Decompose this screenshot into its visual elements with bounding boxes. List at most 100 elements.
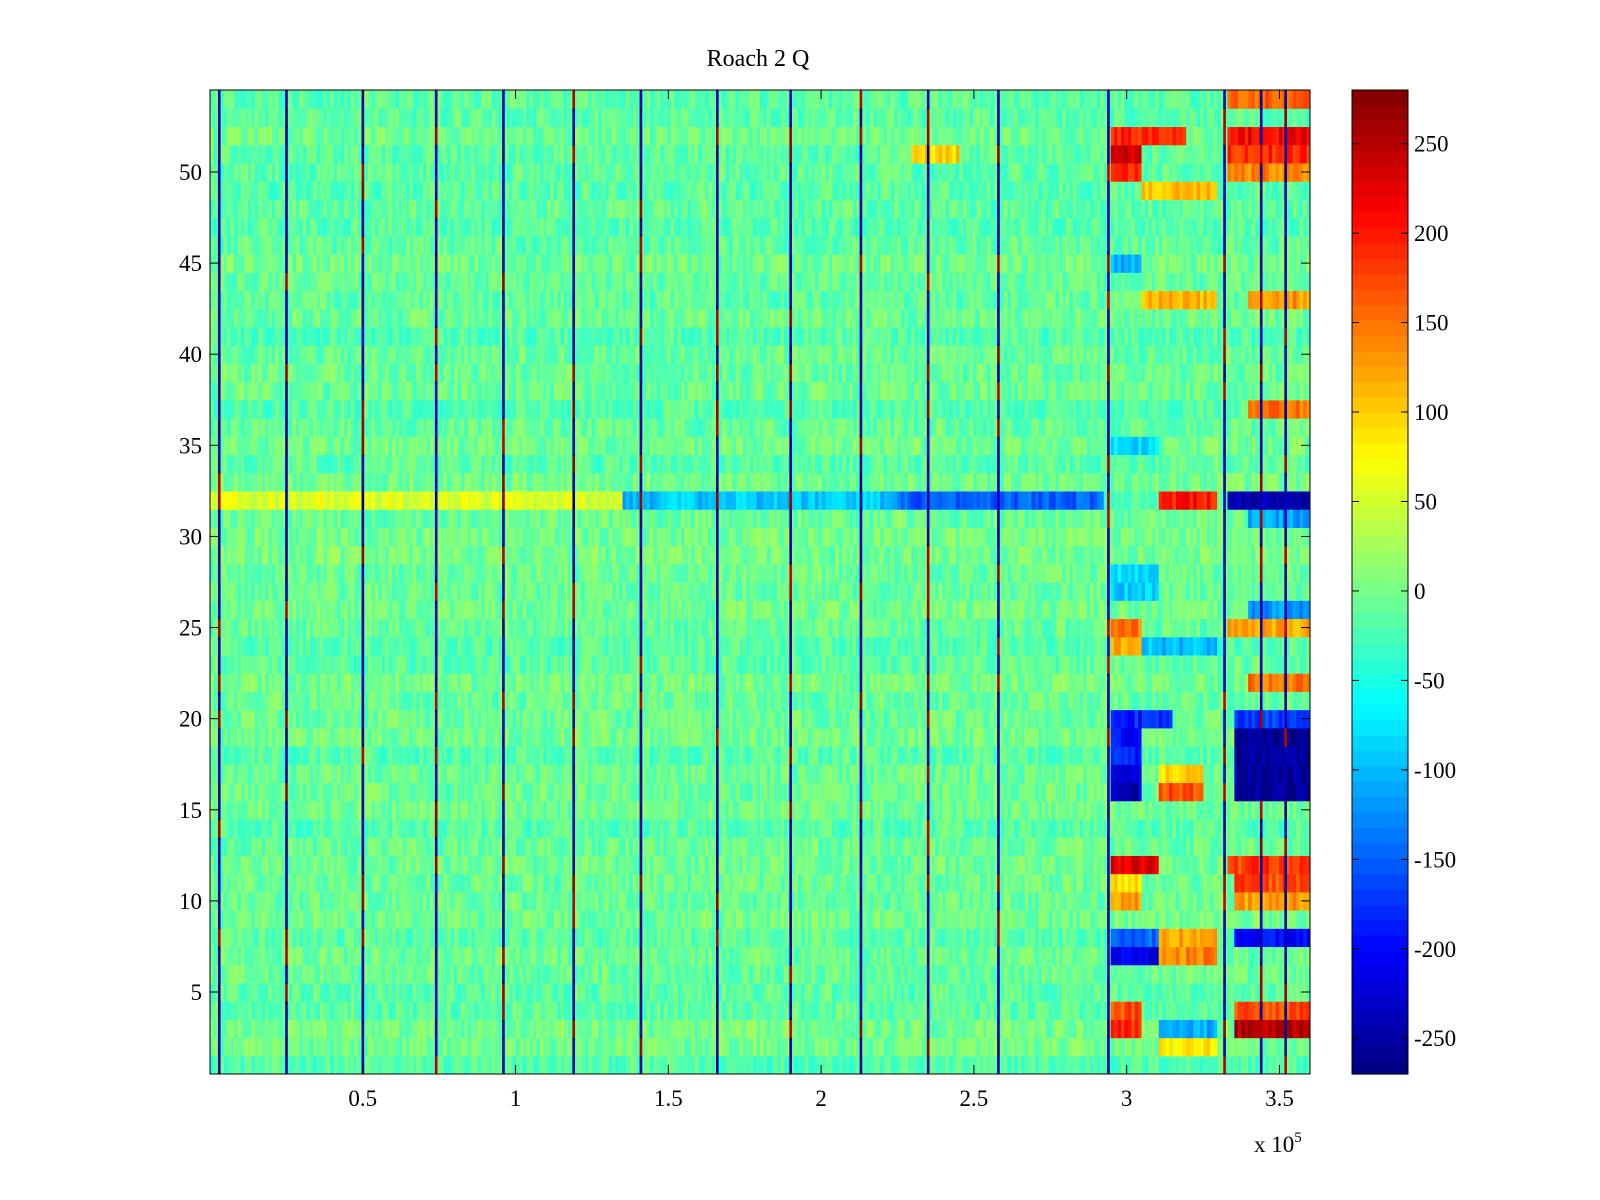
- heatmap-cell: [430, 982, 435, 1002]
- heatmap-cell: [591, 1055, 596, 1074]
- heatmap-cell: [1004, 1019, 1009, 1039]
- heatmap-cell: [498, 855, 503, 875]
- heatmap-cell: [1117, 1019, 1122, 1039]
- heatmap-cell: [574, 946, 579, 966]
- heatmap-cell: [866, 1055, 871, 1074]
- heatmap-cell: [371, 800, 376, 820]
- heatmap-cell: [368, 1001, 373, 1020]
- heatmap-cell: [567, 800, 572, 820]
- heatmap-cell: [498, 800, 503, 820]
- heatmap-cell: [890, 800, 895, 820]
- heatmap-cell: [1055, 982, 1060, 1002]
- heatmap-cell: [467, 782, 472, 802]
- heatmap-cell: [509, 800, 514, 820]
- heatmap-cell: [790, 1055, 795, 1074]
- heatmap-cell: [316, 837, 321, 856]
- heatmap-cell: [581, 837, 586, 856]
- heatmap-cell: [945, 1001, 950, 1020]
- heatmap-cell: [1237, 910, 1242, 929]
- heatmap-cell: [1306, 910, 1310, 929]
- heatmap-cell: [1279, 928, 1284, 948]
- heatmap-cell: [1096, 1001, 1101, 1020]
- heatmap-cell: [536, 964, 541, 984]
- heatmap-cell: [1210, 1001, 1215, 1020]
- heatmap-cell: [935, 982, 940, 1002]
- heatmap-cell: [1268, 818, 1273, 838]
- heatmap-cell: [498, 964, 503, 984]
- heatmap-cells: [210, 90, 1310, 1074]
- heatmap-cell: [825, 1037, 830, 1057]
- heatmap-cell: [1076, 1055, 1081, 1074]
- heatmap-cell: [663, 782, 668, 802]
- heatmap-cell: [1059, 1001, 1064, 1020]
- heatmap-cell: [691, 1055, 696, 1074]
- heatmap-cell: [839, 1001, 844, 1020]
- heatmap-cell: [295, 946, 300, 966]
- heatmap-cell: [1158, 837, 1163, 856]
- heatmap-cell: [619, 891, 624, 911]
- heatmap-cell: [770, 855, 775, 875]
- heatmap-cell: [608, 837, 613, 856]
- heatmap-cell: [1120, 946, 1125, 966]
- heatmap-cell: [753, 873, 758, 893]
- heatmap-cell: [790, 782, 795, 802]
- heatmap-cell: [546, 982, 551, 1002]
- heatmap-cell: [1261, 982, 1266, 1002]
- heatmap-cell: [595, 910, 600, 929]
- heatmap-cell: [1162, 1019, 1167, 1039]
- heatmap-cell: [825, 837, 830, 856]
- heatmap-cell: [371, 982, 376, 1002]
- heatmap-cell: [567, 891, 572, 911]
- heatmap-cell: [1045, 928, 1050, 948]
- heatmap-cell: [454, 782, 459, 802]
- heatmap-cell: [416, 910, 421, 929]
- heatmap-cell: [491, 800, 496, 820]
- heatmap-cell: [564, 910, 569, 929]
- heatmap-cell: [653, 1019, 658, 1039]
- heatmap-cell: [1093, 873, 1098, 893]
- heatmap-cell: [430, 818, 435, 838]
- heatmap-cell: [725, 891, 730, 911]
- heatmap-cell: [749, 946, 754, 966]
- heatmap-cell: [323, 782, 328, 802]
- heatmap-cell: [931, 818, 936, 838]
- heatmap-cell: [467, 891, 472, 911]
- heatmap-cell: [962, 1019, 967, 1039]
- heatmap-cell: [976, 964, 981, 984]
- heatmap-cell: [271, 818, 276, 838]
- heatmap-cell: [760, 855, 765, 875]
- heatmap-cell: [1196, 873, 1201, 893]
- heatmap-cell: [443, 800, 448, 820]
- heatmap-cell: [760, 1019, 765, 1039]
- heatmap-cell: [584, 1001, 589, 1020]
- heatmap-cell: [557, 946, 562, 966]
- heatmap-cell: [240, 818, 245, 838]
- heatmap-cell: [746, 891, 751, 911]
- heatmap-cell: [512, 1019, 517, 1039]
- heatmap-cell: [254, 1055, 259, 1074]
- heatmap-cell: [536, 782, 541, 802]
- heatmap-cell: [601, 891, 606, 911]
- heatmap-cell: [612, 1037, 617, 1057]
- chart-title: Roach 2 Q: [707, 46, 810, 72]
- heatmap-cell: [1179, 910, 1184, 929]
- heatmap-cell: [588, 1055, 593, 1074]
- heatmap-cell: [784, 782, 789, 802]
- heatmap-cell: [890, 982, 895, 1002]
- heatmap-cell: [1213, 946, 1218, 966]
- heatmap-cell: [515, 928, 520, 948]
- heatmap-cell: [1220, 1037, 1225, 1057]
- heatmap-cell: [756, 837, 761, 856]
- heatmap-cell: [1200, 855, 1205, 875]
- heatmap-cell: [357, 837, 362, 856]
- heatmap-cell: [591, 800, 596, 820]
- heatmap-cell: [1230, 946, 1235, 966]
- heatmap-cell: [753, 1037, 758, 1057]
- heatmap-cell: [1114, 1019, 1119, 1039]
- heatmap-cell: [498, 946, 503, 966]
- heatmap-cell: [412, 818, 417, 838]
- heatmap-cell: [863, 928, 868, 948]
- heatmap-cell: [210, 946, 215, 966]
- heatmap-cell: [368, 910, 373, 929]
- heatmap-cell: [1028, 837, 1033, 856]
